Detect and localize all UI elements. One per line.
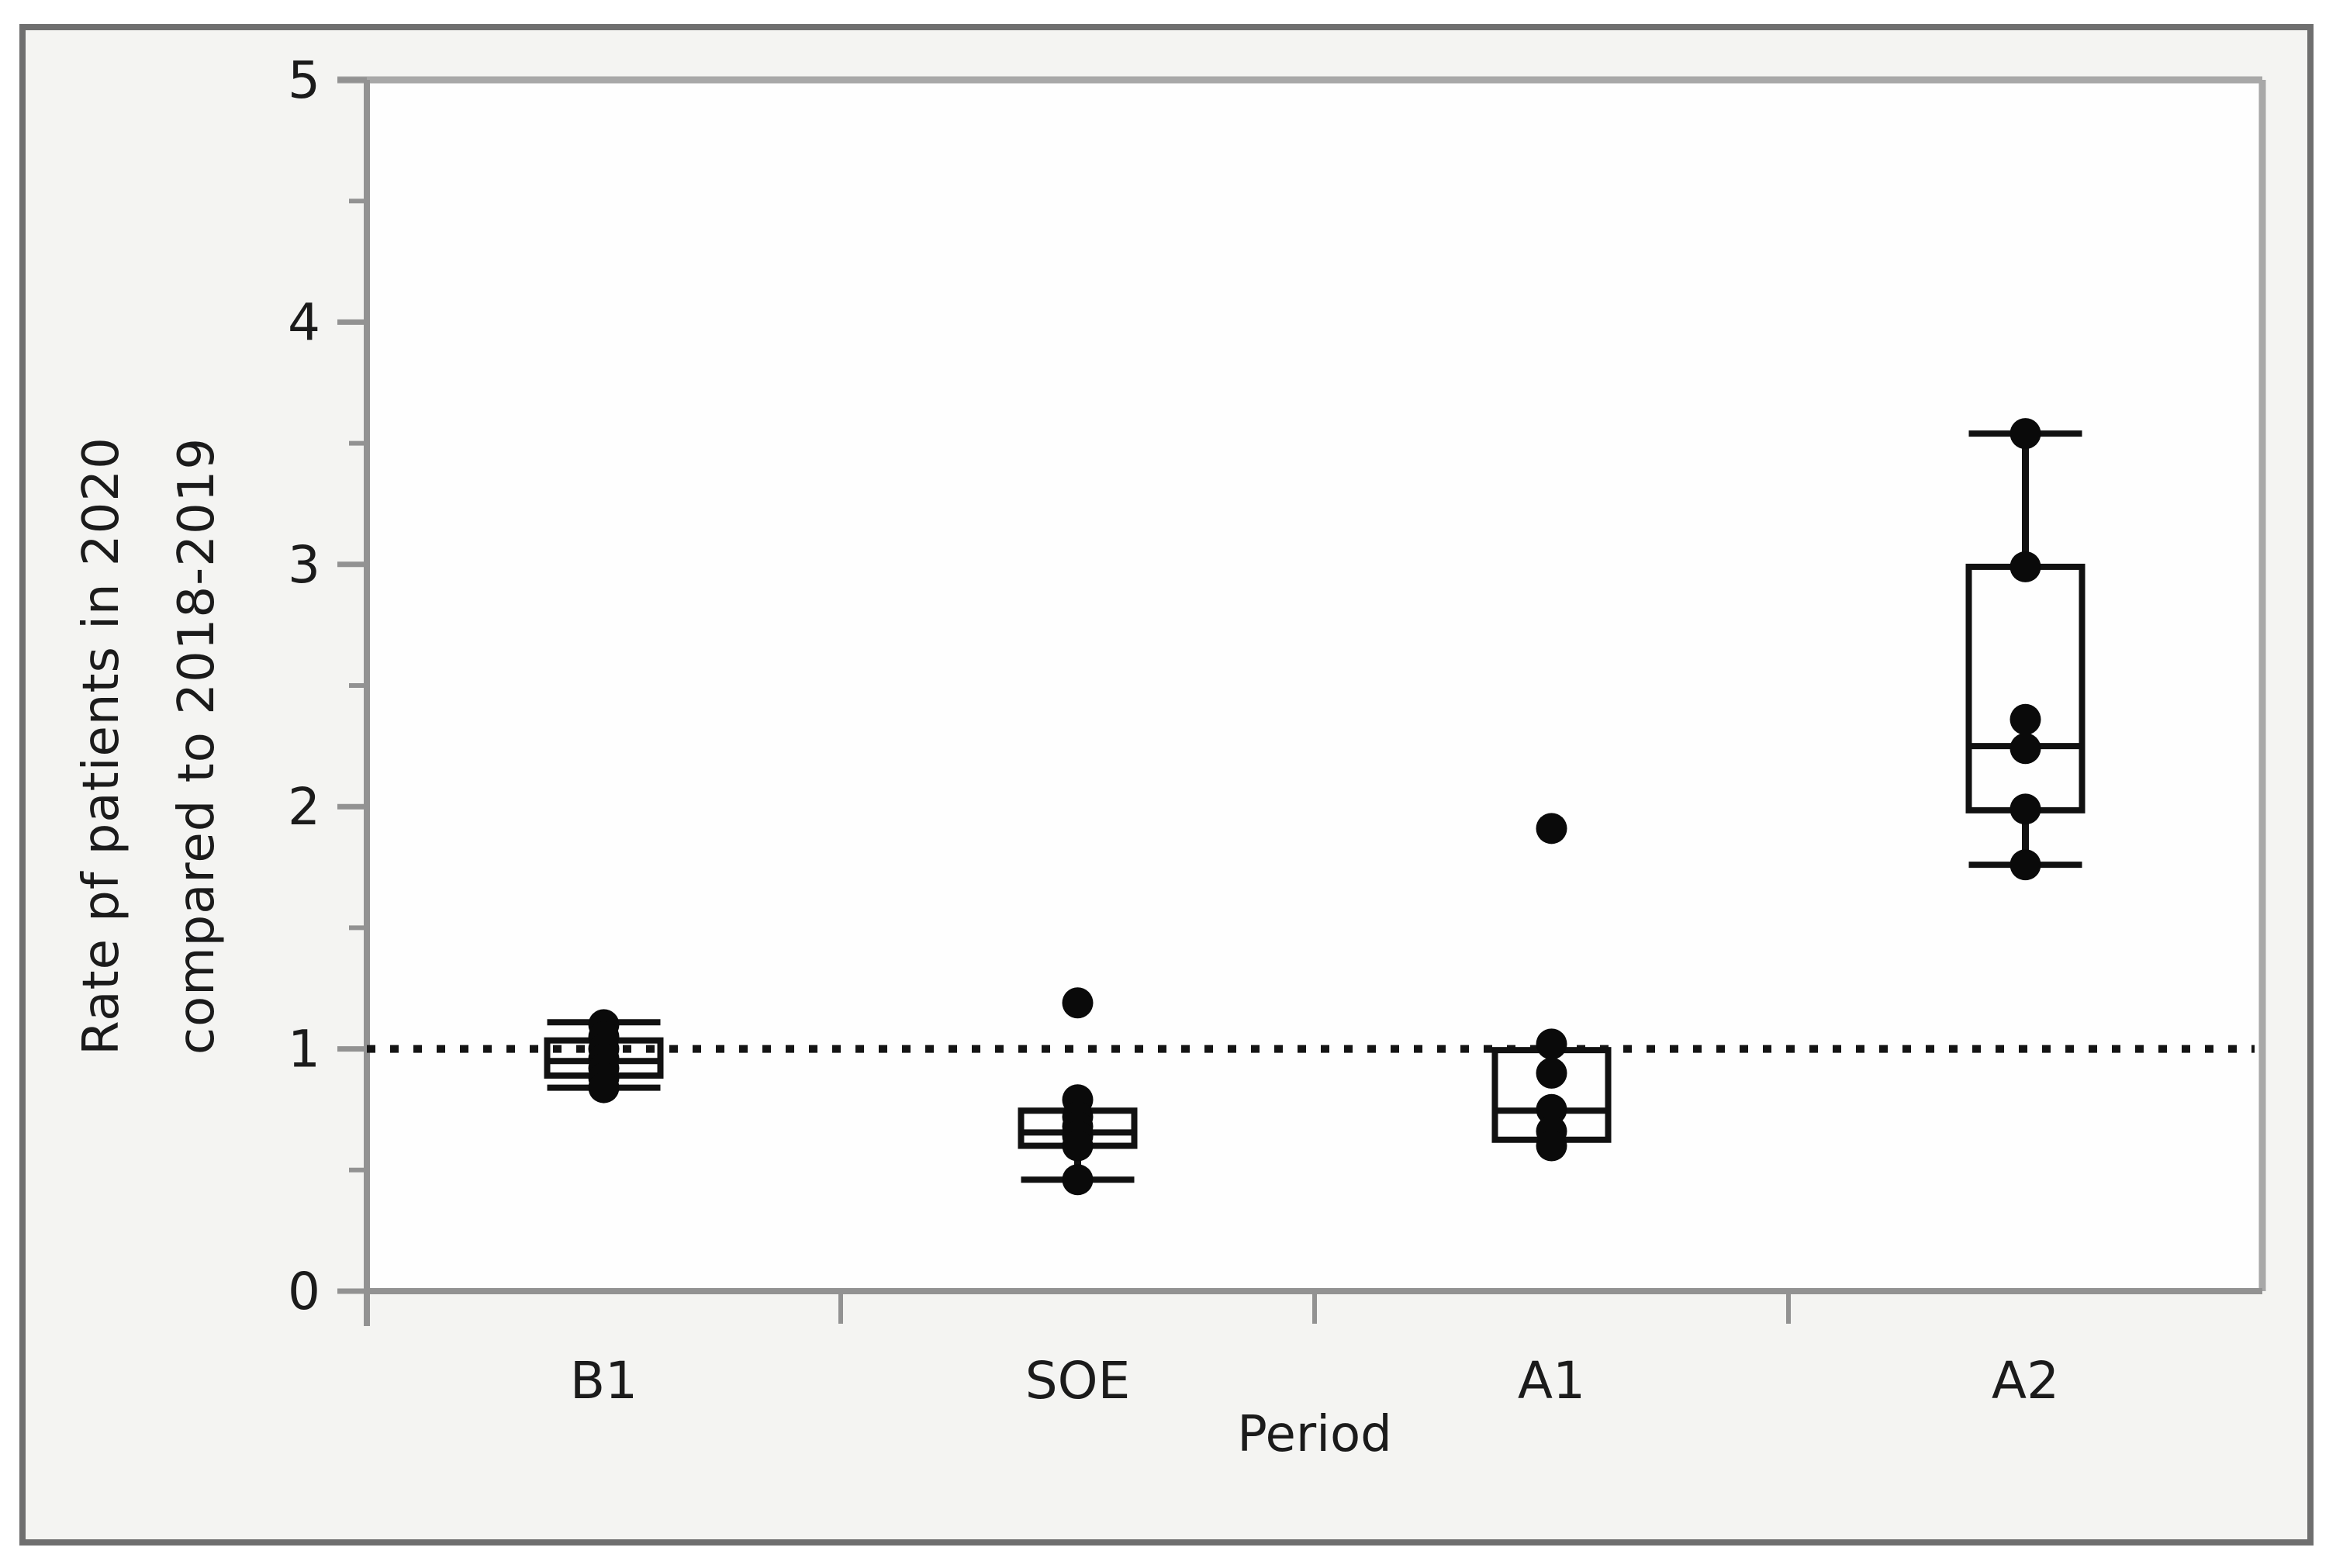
data-point-A1: [1536, 813, 1567, 844]
data-point-A2: [2010, 418, 2041, 450]
x-axis-title: Period: [1237, 1406, 1392, 1463]
x-tick-label-SOE: SOE: [1025, 1351, 1131, 1411]
x-tick-label-B1: B1: [570, 1351, 638, 1411]
y-tick-label: 1: [288, 1020, 320, 1079]
data-point-A2: [2010, 703, 2041, 735]
plot-area: [367, 80, 2262, 1291]
data-point-B1: [588, 1072, 620, 1103]
data-point-A2: [2010, 551, 2041, 582]
data-point-SOE: [1062, 1130, 1094, 1162]
data-point-A1: [1536, 1130, 1567, 1162]
data-point-A2: [2010, 733, 2041, 765]
y-tick-label: 4: [288, 292, 320, 352]
y-tick-label: 0: [288, 1262, 320, 1321]
y-tick-label: 3: [288, 535, 320, 595]
data-point-A2: [2010, 849, 2041, 881]
data-point-A1: [1536, 1028, 1567, 1060]
data-point-A2: [2010, 793, 2041, 825]
y-axis-title-line2: compared to 2018-2019: [168, 437, 226, 1055]
y-axis-title-line1: Rate pf patients in 2020: [73, 437, 131, 1055]
y-tick-label: 2: [288, 777, 320, 837]
data-point-A1: [1536, 1057, 1567, 1089]
x-tick-label-A2: A2: [1992, 1351, 2059, 1411]
data-point-A1: [1536, 1093, 1567, 1125]
y-tick-label: 5: [288, 50, 320, 110]
y-axis-title: Rate pf patients in 2020 compared to 201…: [54, 437, 245, 1055]
data-point-SOE: [1062, 1164, 1094, 1196]
x-tick-label-A1: A1: [1518, 1351, 1585, 1411]
data-point-SOE: [1062, 987, 1094, 1019]
